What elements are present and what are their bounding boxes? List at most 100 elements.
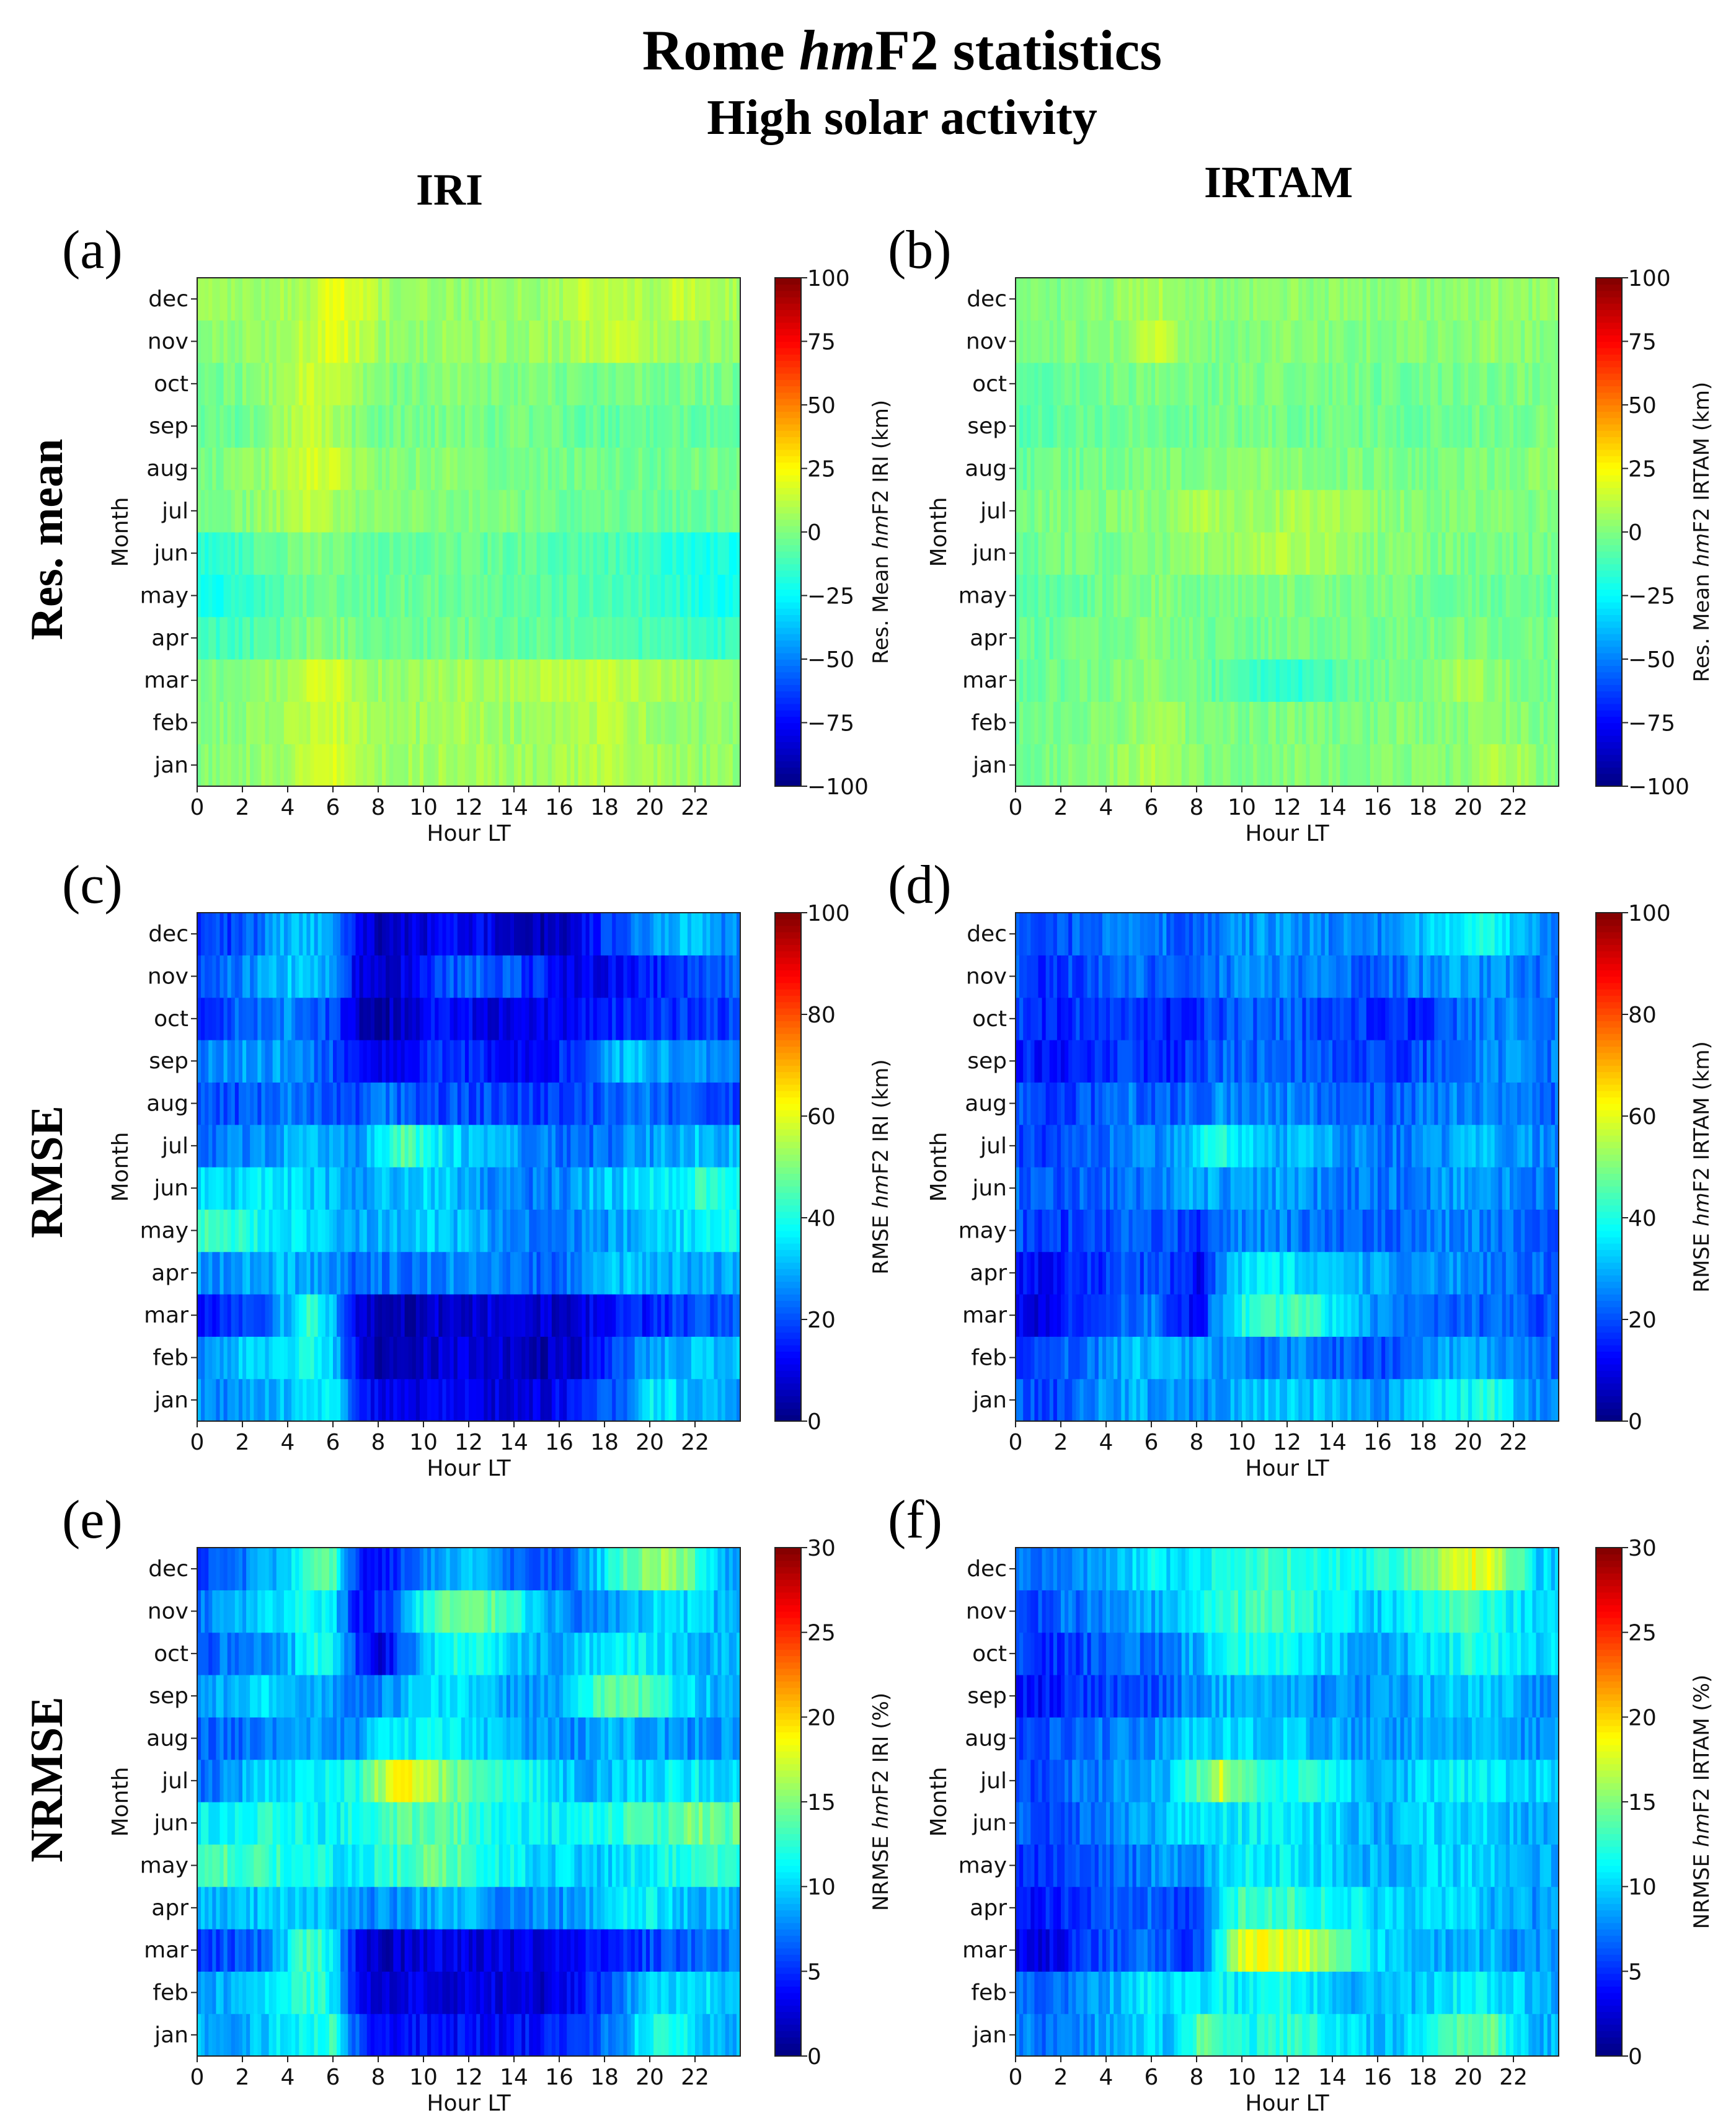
heatmap-cell (435, 278, 439, 321)
heatmap-cell (238, 1124, 243, 1168)
heatmap-cell (596, 1082, 601, 1125)
heatmap-cell (721, 1167, 726, 1210)
heatmap-cell (1370, 362, 1375, 406)
heatmap-cell (510, 574, 515, 618)
heatmap-cell (589, 532, 594, 575)
heatmap-cell (638, 1336, 643, 1380)
heatmap-cell (1453, 278, 1458, 321)
colorbar-segment (1596, 640, 1622, 647)
heatmap-cell (627, 1336, 632, 1380)
heatmap-cell (1275, 362, 1280, 406)
heatmap-cell (547, 1082, 552, 1125)
heatmap-cell (1143, 489, 1148, 533)
heatmap-cell (623, 1251, 628, 1295)
heatmap-cell (1355, 362, 1360, 406)
heatmap-cell (563, 532, 567, 575)
heatmap-cell (1445, 616, 1450, 660)
heatmap-cell (1223, 447, 1228, 490)
heatmap-cell (725, 659, 730, 702)
heatmap-cell (412, 574, 417, 618)
heatmap-cell (457, 1336, 462, 1380)
heatmap-cell (340, 1336, 345, 1380)
heatmap-cell (216, 320, 221, 363)
heatmap-cell (1208, 574, 1212, 618)
heatmap-cell (219, 616, 224, 660)
heatmap-cell (1332, 743, 1337, 787)
heatmap-cell (1407, 659, 1412, 702)
heatmap-cell (1528, 278, 1533, 321)
heatmap-cell (1505, 532, 1510, 575)
heatmap-cell (491, 616, 496, 660)
heatmap-cell (1445, 659, 1450, 702)
heatmap-cell (665, 1167, 670, 1210)
heatmap-cell (593, 1336, 598, 1380)
heatmap-cell (634, 1209, 639, 1252)
heatmap-cell (514, 447, 518, 490)
heatmap-cell (657, 447, 662, 490)
heatmap-cell (510, 320, 515, 363)
heatmap-cell (653, 659, 658, 702)
heatmap-cell (1419, 574, 1424, 618)
heatmap-cell (1317, 532, 1322, 575)
heatmap-cell (450, 1251, 454, 1295)
heatmap-cell (340, 320, 345, 363)
heatmap-cell (1045, 574, 1050, 618)
heatmap-cell (1551, 320, 1556, 363)
heatmap-cell (1019, 616, 1024, 660)
heatmap-cell (1509, 743, 1514, 787)
heatmap-cell (1189, 616, 1194, 660)
heatmap-cell (1551, 278, 1556, 321)
heatmap-cell (378, 1336, 383, 1380)
heatmap-cell (280, 743, 285, 787)
heatmap-cell (329, 1251, 334, 1295)
heatmap-cell (1121, 701, 1126, 745)
heatmap-cell (1362, 574, 1367, 618)
heatmap-cell (419, 1124, 424, 1168)
heatmap-cell (378, 616, 383, 660)
x-axis-label: Hour LT (1245, 821, 1329, 846)
y-tick-label: mar (962, 668, 1007, 693)
heatmap-cell (706, 1294, 711, 1337)
heatmap-cell (1053, 362, 1058, 406)
heatmap-cell (1283, 362, 1288, 406)
heatmap-cell (1411, 320, 1416, 363)
heatmap-cell (1396, 489, 1401, 533)
heatmap-cell (1393, 532, 1397, 575)
heatmap-cell (299, 701, 303, 745)
colorbar-segment (1596, 570, 1622, 577)
heatmap-cell (1215, 278, 1220, 321)
heatmap-cell (650, 405, 654, 448)
heatmap-cell (412, 659, 417, 702)
heatmap-cell (1479, 362, 1484, 406)
heatmap-cell (1102, 405, 1107, 448)
heatmap-cell (254, 278, 258, 321)
heatmap-cell (261, 405, 266, 448)
heatmap-cell (695, 362, 699, 406)
heatmap-cell (435, 489, 439, 533)
heatmap-cell (329, 1209, 334, 1252)
heatmap-cell (1030, 574, 1035, 618)
heatmap-cell (1332, 320, 1337, 363)
heatmap-cell (1539, 743, 1544, 787)
heatmap-cell (393, 362, 398, 406)
heatmap-cell (736, 659, 741, 702)
heatmap-cell (1215, 320, 1220, 363)
heatmap-cell (1295, 489, 1299, 533)
heatmap-cell (268, 1336, 273, 1380)
heatmap-cell (1056, 405, 1061, 448)
heatmap-cell (1181, 532, 1186, 575)
heatmap-cell (1132, 659, 1137, 702)
heatmap-cell (401, 1040, 405, 1083)
colorbar-segment (775, 290, 801, 298)
heatmap-cell (446, 1167, 451, 1210)
heatmap-cell (1272, 405, 1277, 448)
heatmap-cell (680, 1294, 684, 1337)
heatmap-cell (1423, 616, 1427, 660)
heatmap-cell (431, 1378, 435, 1422)
heatmap-cell (333, 405, 337, 448)
heatmap-cell (1498, 659, 1503, 702)
colorbar-segment (775, 360, 801, 368)
heatmap-cell (1257, 405, 1262, 448)
heatmap-cell (238, 1336, 243, 1380)
heatmap-cell (453, 447, 458, 490)
